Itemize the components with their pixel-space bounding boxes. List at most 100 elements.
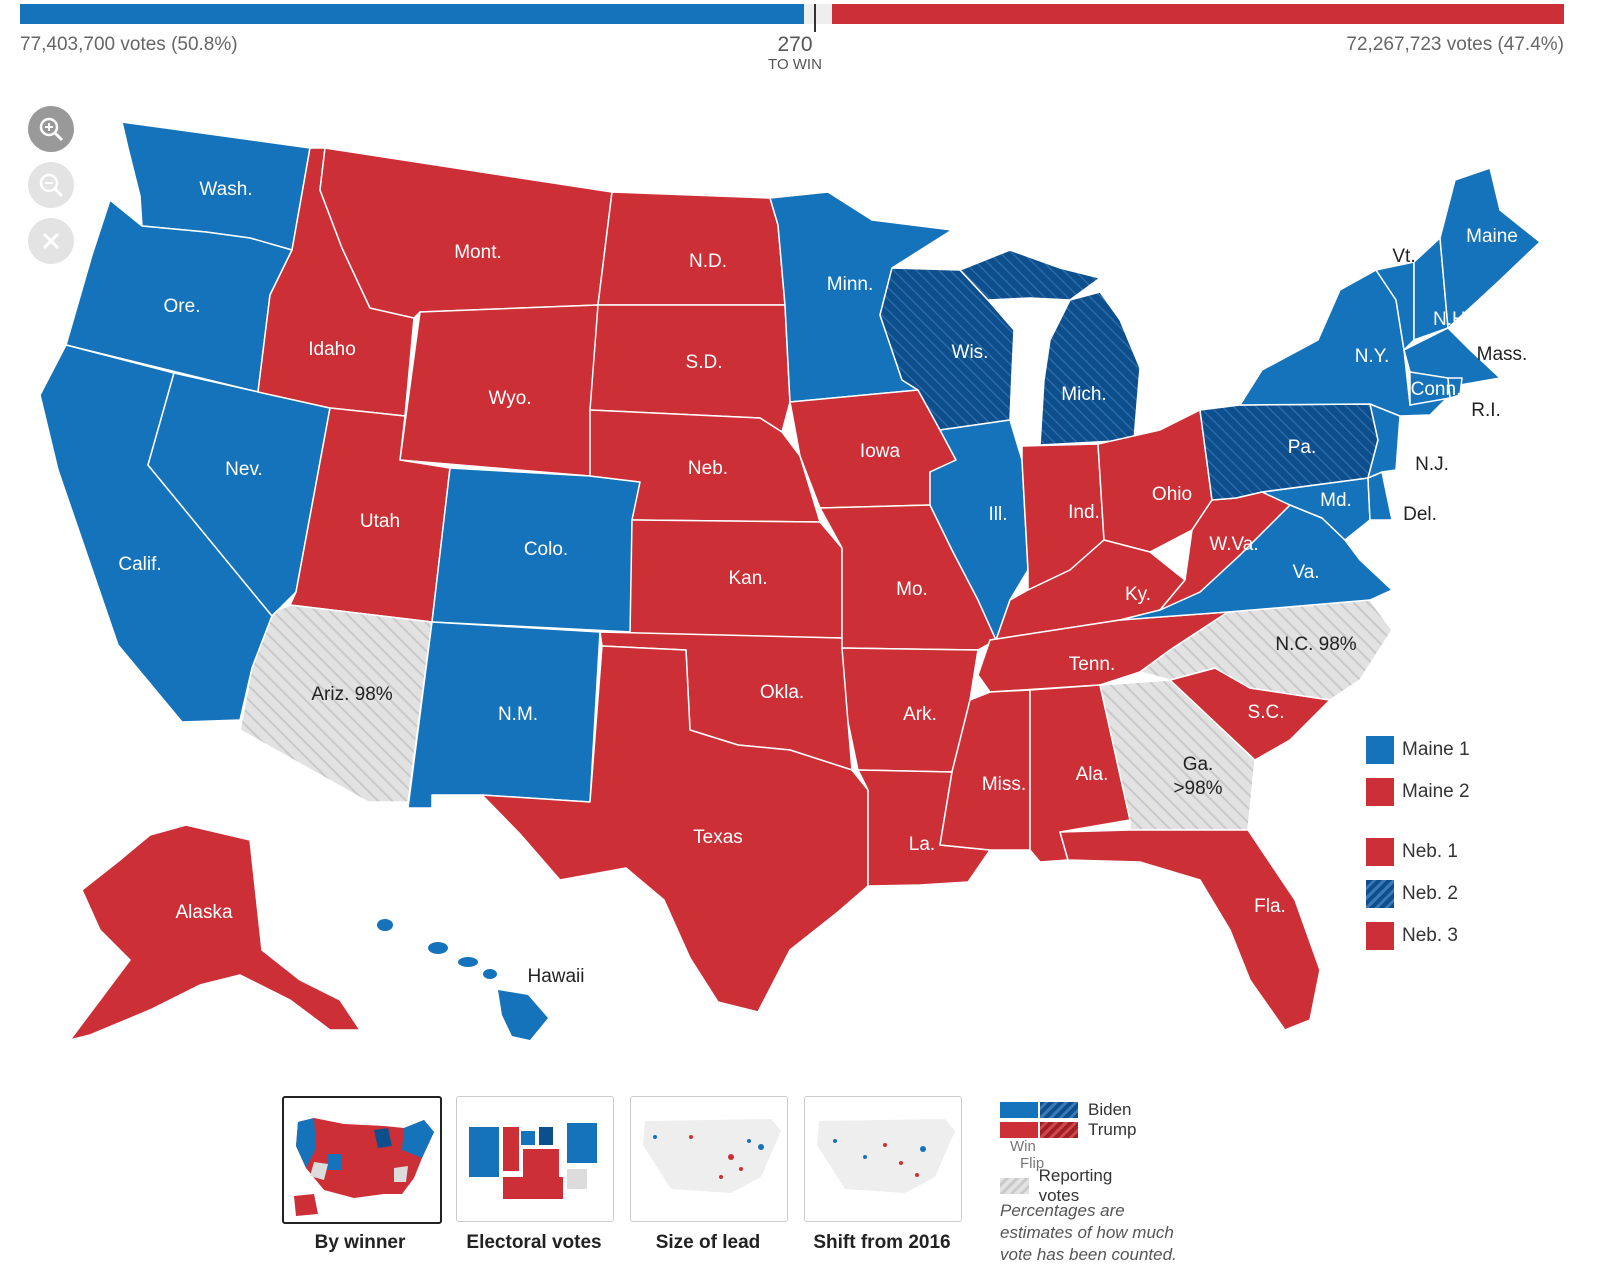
- label-ky: Ky.: [1125, 584, 1151, 605]
- label-miss: Miss.: [982, 774, 1026, 795]
- zoom-out-icon: [39, 173, 64, 198]
- label-del: Del.: [1403, 504, 1437, 525]
- view-electoral-votes-label[interactable]: Electoral votes: [466, 1232, 602, 1253]
- view-by-winner-button[interactable]: [282, 1096, 442, 1224]
- label-wyo: Wyo.: [488, 388, 531, 409]
- win-flip-labels: Win Flip: [1010, 1138, 1044, 1172]
- key-biden-label: Biden: [1088, 1100, 1132, 1119]
- label-ny: N.Y.: [1355, 346, 1390, 367]
- label-ga-pct: >98%: [1173, 778, 1222, 799]
- zoom-in-icon: [39, 117, 64, 142]
- district-label: Neb. 3: [1402, 925, 1458, 946]
- zoom-in-button[interactable]: [28, 106, 74, 152]
- state-hawaii[interactable]: [377, 919, 548, 1040]
- label-iowa: Iowa: [860, 441, 901, 462]
- trump-win-swatch: [1000, 1122, 1038, 1138]
- district-label: Maine 1: [1402, 739, 1470, 760]
- label-nd: N.D.: [689, 251, 727, 272]
- view-by-winner-label[interactable]: By winner: [314, 1232, 406, 1253]
- label-mont: Mont.: [454, 242, 502, 263]
- state-miss[interactable]: [939, 689, 1031, 851]
- state-mont[interactable]: [319, 147, 613, 319]
- reset-map-button[interactable]: [28, 218, 74, 264]
- state-maine[interactable]: [1439, 167, 1541, 329]
- trump-vote-bar: [832, 4, 1564, 24]
- label-mass: Mass.: [1477, 344, 1528, 365]
- label-neb: Neb.: [688, 458, 728, 479]
- key-reporting-label: Reporting votes: [1038, 1166, 1113, 1205]
- state-nc[interactable]: [1139, 599, 1393, 701]
- state-alaska[interactable]: [69, 824, 361, 1041]
- label-fla: Fla.: [1254, 896, 1286, 917]
- by-winner-thumbnail-icon: [294, 1118, 434, 1216]
- label-la: La.: [909, 834, 935, 855]
- popular-vote-bar: [20, 4, 1564, 32]
- label-utah: Utah: [360, 511, 400, 532]
- state-texas[interactable]: [481, 645, 869, 1013]
- state-fla[interactable]: [1059, 829, 1321, 1031]
- trump-vote-total: 72,267,723 votes (47.4%): [1346, 34, 1564, 55]
- label-hawaii: Hawaii: [527, 966, 584, 987]
- biden-vote-bar: [20, 4, 805, 24]
- state-vt[interactable]: [1375, 261, 1415, 351]
- district-legend-item: Neb. 2: [1366, 879, 1458, 909]
- view-shift-from-2016-label[interactable]: Shift from 2016: [813, 1232, 951, 1253]
- label-alaska: Alaska: [175, 902, 232, 923]
- label-ga: Ga.: [1183, 754, 1214, 775]
- key-trump-label: Trump: [1088, 1120, 1137, 1139]
- label-nj: N.J.: [1415, 454, 1449, 475]
- state-mich-up[interactable]: [959, 249, 1101, 301]
- uncounted-vote-bar: [804, 4, 833, 24]
- label-wva: W.Va.: [1209, 534, 1258, 555]
- label-wash: Wash.: [199, 179, 252, 200]
- estimate-note: Percentages are estimates of how much vo…: [1000, 1201, 1177, 1264]
- label-okla: Okla.: [760, 682, 804, 703]
- label-va: Va.: [1292, 562, 1319, 583]
- label-colo: Colo.: [524, 539, 568, 560]
- label-nc: N.C. 98%: [1275, 634, 1356, 655]
- label-ill: Ill.: [989, 504, 1008, 525]
- district-swatch: [1366, 778, 1394, 806]
- label-texas: Texas: [693, 827, 743, 848]
- label-sd: S.D.: [686, 352, 723, 373]
- size-of-lead-thumbnail-icon: [643, 1119, 781, 1193]
- label-md: Md.: [1320, 490, 1352, 511]
- state-nm[interactable]: [407, 621, 601, 809]
- key-flip-label: Flip: [1020, 1155, 1045, 1172]
- state-nd[interactable]: [597, 191, 786, 306]
- view-size-of-lead-button[interactable]: [630, 1096, 788, 1222]
- view-shift-from-2016-button[interactable]: [804, 1096, 962, 1222]
- key-trump: Trump: [1000, 1120, 1137, 1140]
- label-tenn: Tenn.: [1069, 654, 1115, 675]
- district-label: Neb. 1: [1402, 841, 1458, 862]
- label-sc: S.C.: [1248, 702, 1285, 723]
- label-mich: Mich.: [1061, 384, 1106, 405]
- district-legend-item: Maine 2: [1366, 777, 1470, 807]
- key-reporting: Reporting votes: [1000, 1166, 1124, 1206]
- state-ill[interactable]: [929, 419, 1029, 641]
- state-del[interactable]: [1367, 471, 1393, 521]
- view-size-of-lead-label[interactable]: Size of lead: [655, 1232, 761, 1253]
- label-ohio: Ohio: [1152, 484, 1192, 505]
- label-nm: N.M.: [498, 704, 538, 725]
- view-electoral-votes-button[interactable]: [456, 1096, 614, 1222]
- label-maine: Maine: [1466, 226, 1518, 247]
- label-pa: Pa.: [1288, 437, 1317, 458]
- shift-from-2016-thumbnail-icon: [817, 1119, 955, 1193]
- state-mich[interactable]: [1039, 291, 1141, 446]
- biden-flip-swatch: [1040, 1102, 1078, 1118]
- zoom-out-button[interactable]: [28, 162, 74, 208]
- district-legend-item: Neb. 3: [1366, 921, 1458, 951]
- label-ri: R.I.: [1471, 400, 1501, 421]
- district-swatch: [1366, 880, 1394, 908]
- district-label: Neb. 2: [1402, 883, 1458, 904]
- us-election-map[interactable]: Wash. Ore. Calif. Nev. Idaho Mont. Wyo. …: [0, 90, 1600, 1090]
- key-biden: Biden: [1000, 1100, 1131, 1120]
- district-swatch: [1366, 922, 1394, 950]
- district-swatch: [1366, 838, 1394, 866]
- label-ariz: Ariz. 98%: [311, 684, 392, 705]
- label-ore: Ore.: [164, 296, 201, 317]
- label-vt: Vt.: [1392, 246, 1415, 267]
- key-win-label: Win: [1010, 1138, 1036, 1155]
- state-ri[interactable]: [1447, 377, 1463, 399]
